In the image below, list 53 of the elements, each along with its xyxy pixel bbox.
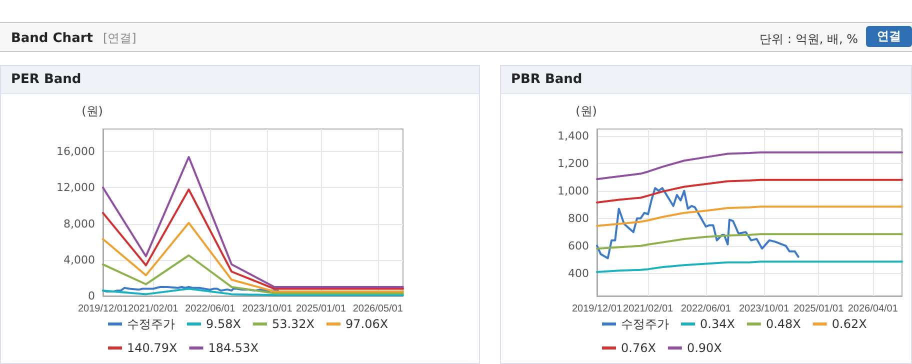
legend-label: 140.79X bbox=[127, 341, 178, 355]
y-axis-title: (원) bbox=[82, 104, 103, 118]
y-tick-label: 4,000 bbox=[64, 253, 95, 266]
x-tick-label: 2021/02/01 bbox=[128, 304, 179, 314]
y-tick-label: 0 bbox=[88, 290, 95, 302]
legend-label: 0.48X bbox=[766, 317, 801, 331]
line-series bbox=[596, 260, 903, 273]
y-tick-label: 1,400 bbox=[558, 129, 589, 142]
line-series bbox=[596, 187, 800, 260]
x-tick-label: 2021/02/01 bbox=[623, 304, 674, 314]
line-series bbox=[102, 222, 404, 292]
x-tick-label: 2025/01/01 bbox=[296, 304, 346, 314]
y-tick-label: 600 bbox=[568, 239, 589, 252]
x-tick-label: 2026/05/01 bbox=[352, 304, 404, 314]
y-tick-label: 16,000 bbox=[56, 145, 95, 158]
y-tick-label: 400 bbox=[568, 266, 589, 280]
legend-label: 수정주가 bbox=[621, 317, 669, 331]
y-tick-label: 800 bbox=[568, 212, 589, 225]
legend-label: 53.32X bbox=[272, 317, 315, 331]
text: Band Chart bbox=[11, 31, 93, 46]
y-axis-title: (원) bbox=[576, 104, 597, 118]
text: 연결 bbox=[866, 26, 912, 47]
legend-label: 97.06X bbox=[346, 317, 388, 331]
legend-label: 0.90X bbox=[686, 341, 722, 355]
line-series bbox=[596, 178, 903, 204]
y-tick-label: 1,000 bbox=[558, 184, 589, 198]
x-tick-label: 2019/12/01 bbox=[572, 304, 622, 314]
line-series bbox=[596, 233, 903, 250]
chart-title: PBR Band bbox=[501, 66, 911, 94]
line-series bbox=[102, 156, 404, 288]
x-tick-label: 2023/10/01 bbox=[242, 304, 293, 314]
line-series bbox=[102, 188, 404, 290]
legend-label: 수정주가 bbox=[127, 317, 175, 331]
y-tick-label: 1,200 bbox=[558, 156, 589, 170]
x-tick-label: 2023/10/01 bbox=[738, 304, 790, 314]
legend-label: 0.34X bbox=[700, 317, 735, 331]
legend-label: 9.58X bbox=[206, 317, 241, 331]
text: [연결] bbox=[102, 30, 136, 47]
line-series bbox=[596, 206, 903, 227]
legend-label: 184.53X bbox=[208, 341, 258, 355]
line-series bbox=[596, 151, 903, 180]
x-tick-label: 2022/06/01 bbox=[680, 304, 732, 314]
text: 단위 : 억원, 배, % bbox=[760, 31, 858, 48]
chart-title: PER Band bbox=[1, 66, 479, 94]
y-tick-label: 12,000 bbox=[56, 181, 95, 194]
legend-label: 0.62X bbox=[832, 317, 867, 331]
legend-label: 0.76X bbox=[621, 341, 656, 355]
y-tick-label: 8,000 bbox=[64, 217, 95, 230]
x-tick-label: 2026/04/01 bbox=[848, 304, 898, 314]
x-tick-label: 2025/01/01 bbox=[794, 304, 844, 314]
x-tick-label: 2019/12/01 bbox=[78, 304, 128, 314]
line-series bbox=[102, 254, 404, 294]
x-tick-label: 2022/06/01 bbox=[185, 304, 236, 314]
